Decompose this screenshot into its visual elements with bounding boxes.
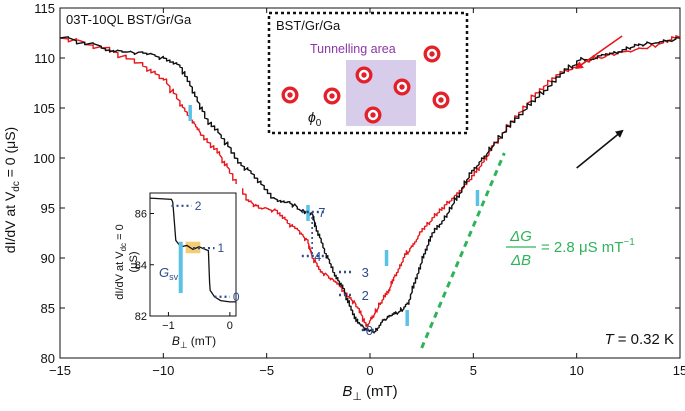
y-tick-label: 95	[41, 201, 55, 216]
slope-annotation: ΔG ΔB = 2.8 μS mT−1	[420, 152, 635, 349]
step-level-label: 2	[362, 288, 369, 303]
inset-frame	[149, 192, 237, 317]
inset-x-tick-label: −1	[162, 320, 175, 332]
inset-series-layer: 2 1 0	[149, 197, 240, 304]
inset-level-label: 2	[195, 199, 202, 213]
tunnelling-area-label: Tunnelling area	[310, 42, 396, 56]
x-tick-label: 10	[569, 363, 583, 378]
x-tick-label: −15	[49, 363, 71, 378]
gsv-symbol: G	[159, 265, 169, 280]
y-axis-label-suffix: = 0 (μS)	[2, 127, 18, 181]
step-level-label: 0	[366, 323, 373, 338]
vortex-core	[370, 112, 376, 118]
inset-x-tick-label: 0	[227, 320, 233, 332]
slope-denominator: ΔB	[510, 252, 531, 269]
slope-value-text: = 2.8 μS mT	[541, 239, 623, 256]
step-level-label: 4	[314, 249, 321, 264]
flux-quantum-label: ϕ0	[308, 109, 322, 129]
y-tick-label: 115	[34, 1, 55, 16]
inset-x-axis-label-unit: (mT)	[191, 334, 216, 348]
x-axis-label: B⊥ (mT)	[342, 383, 397, 403]
inset-y-axis-label-prefix: dI/dV at V	[114, 251, 126, 300]
inset-level-label: 0	[233, 290, 240, 304]
series-layer	[59, 35, 681, 334]
inset-x-axis-label-subscript: ⊥	[180, 340, 188, 350]
slope-guide-line	[420, 152, 506, 349]
series-line-down-sweep	[59, 35, 681, 327]
y-tick-label: 100	[33, 151, 55, 166]
y-tick-label: 80	[41, 351, 55, 366]
inset-y-axis-label-subscript: dc	[119, 243, 128, 251]
inset-y-tick-label: 84	[135, 260, 147, 272]
up-sweep-arrow	[576, 129, 624, 169]
x-axis-label-unit: (mT)	[366, 383, 398, 400]
x-tick-label: 0	[366, 363, 373, 378]
inset-level-label: 1	[218, 241, 225, 255]
inset-x-axis-label-symbol: B	[172, 334, 180, 348]
y-tick-label: 90	[41, 251, 55, 266]
gsv-label: Gsv	[159, 265, 179, 282]
schematic-title: BST/Gr/Ga	[276, 18, 341, 33]
x-axis: −15 −10 −5 0 5 10 15	[49, 8, 685, 378]
slope-value-exponent: −1	[623, 237, 635, 248]
y-tick-label: 105	[33, 101, 55, 116]
inset-plot: −1 0 82 84 86 2 1 0 dI/dV at Vdc = 0 (μS) B⊥ (m…	[112, 184, 242, 350]
step-level-label: 7	[318, 205, 325, 220]
gsv-subscript: sv	[169, 272, 179, 282]
inset-y-tick-label: 82	[135, 311, 147, 323]
slope-numerator: ΔG	[509, 228, 532, 245]
x-axis-label-subscript: ⊥	[352, 391, 362, 403]
down-sweep-arrow	[575, 35, 623, 70]
inset-y-axis-label: dI/dV at Vdc = 0	[114, 224, 128, 299]
flux-quantum-symbol: ϕ	[308, 109, 316, 125]
y-axis-label-prefix: dI/dV at V	[2, 191, 18, 253]
inset-axes: −1 0 82 84 86	[135, 209, 233, 333]
vortex-core	[287, 92, 293, 98]
vortex-core	[399, 84, 405, 90]
y-tick-label: 85	[41, 301, 55, 316]
temperature-label: T = 0.32 K	[605, 331, 674, 348]
x-tick-label: 5	[470, 363, 477, 378]
vortex-core	[438, 97, 444, 103]
step-level-label: 3	[362, 265, 369, 280]
inset-x-axis-label: B⊥ (mT)	[172, 334, 216, 350]
series-line-up-sweep	[59, 36, 681, 334]
slope-value: = 2.8 μS mT−1	[541, 237, 635, 256]
vortex-core	[329, 93, 335, 99]
temperature-variable: T	[605, 331, 616, 348]
y-axis-label: dI/dV at Vdc = 0 (μS)	[2, 127, 22, 253]
vortex-core	[429, 51, 435, 57]
step-label-layer: 7 4 3 2 0	[301, 205, 377, 338]
vortex-core	[361, 72, 367, 78]
vortex-layer	[281, 45, 450, 124]
y-tick-label: 110	[34, 51, 55, 66]
x-axis-label-symbol: B	[342, 383, 352, 400]
x-tick-label: −5	[259, 363, 274, 378]
y-axis-label-subscript: dc	[11, 181, 22, 192]
device-schematic: BST/Gr/Ga Tunnelling area ϕ0	[267, 11, 469, 135]
x-tick-label: −10	[152, 363, 174, 378]
inset-y-tick-label: 86	[135, 209, 147, 221]
inset-y-axis-label-suffix: = 0	[114, 224, 126, 243]
marker-layer	[188, 105, 480, 326]
chart-title: 03T-10QL BST/Gr/Ga	[66, 12, 192, 27]
x-tick-label: 15	[673, 363, 685, 378]
inset-background	[112, 184, 242, 334]
temperature-value: = 0.32 K	[618, 331, 674, 348]
inset-y-axis-unit: (μS)	[128, 251, 140, 272]
flux-quantum-subscript: 0	[316, 118, 322, 129]
